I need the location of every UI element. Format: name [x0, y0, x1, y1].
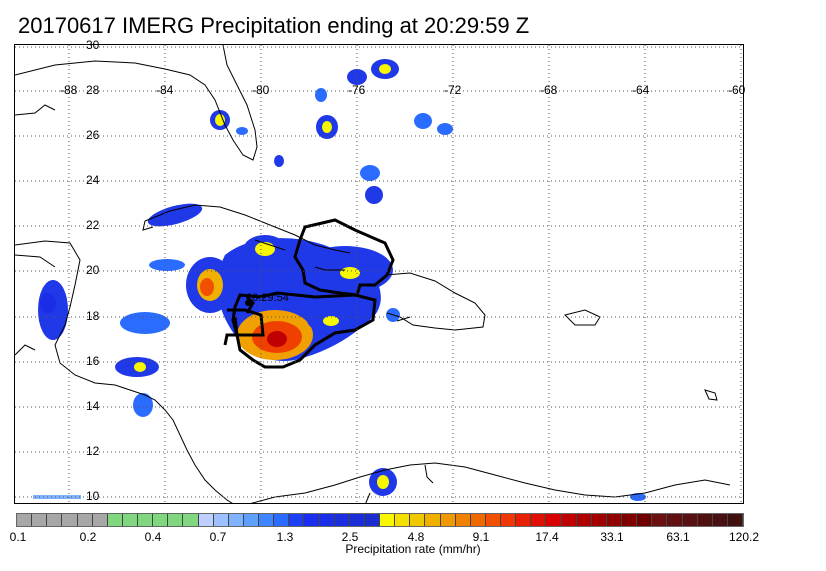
colorbar-swatch — [440, 514, 456, 526]
colorbar-swatch — [561, 514, 577, 526]
lat-label-24: 24 — [86, 173, 100, 187]
colorbar-tick: 9.1 — [472, 530, 490, 544]
colorbar-swatch — [380, 514, 396, 526]
colorbar-swatch — [455, 514, 471, 526]
lon-label-64: -64 — [632, 83, 650, 97]
colorbar-swatch — [183, 514, 199, 526]
colorbar-tick: 17.4 — [535, 530, 559, 544]
colorbar-swatch — [153, 514, 169, 526]
colorbar-swatch — [667, 514, 683, 526]
lon-label-68: -68 — [540, 83, 558, 97]
colorbar-swatch — [697, 514, 713, 526]
colorbar-tick: 0.2 — [79, 530, 97, 544]
lat-label-20: 20 — [86, 263, 100, 277]
lat-label-18: 18 — [86, 309, 100, 323]
colorbar-swatch — [622, 514, 638, 526]
colorbar-swatch — [168, 514, 184, 526]
lon-label-88: -88 — [60, 83, 78, 97]
colorbar-swatch — [727, 514, 743, 526]
colorbar-tick: 2.5 — [341, 530, 359, 544]
colorbar-swatch — [576, 514, 592, 526]
colorbar-swatch — [107, 514, 123, 526]
colorbar-swatch — [470, 514, 486, 526]
lat-label-16: 16 — [86, 354, 100, 368]
colorbar-swatch — [92, 514, 108, 526]
lat-label-22: 22 — [86, 218, 100, 232]
colorbar-swatch — [637, 514, 653, 526]
graticule — [15, 45, 743, 503]
colorbar-swatch — [712, 514, 728, 526]
colorbar-swatch — [546, 514, 562, 526]
colorbar-swatch — [274, 514, 290, 526]
colorbar-swatch — [591, 514, 607, 526]
precipitation-field — [33, 59, 646, 501]
colorbar-swatch — [228, 514, 244, 526]
precipitation-colorbar — [16, 513, 744, 527]
lon-label-72: -72 — [444, 83, 462, 97]
colorbar-swatch — [410, 514, 426, 526]
colorbar-swatch — [213, 514, 229, 526]
colorbar-tick: 0.7 — [209, 530, 227, 544]
chart-title: 20170617 IMERG Precipitation ending at 2… — [18, 13, 530, 38]
colorbar-swatch — [682, 514, 698, 526]
colorbar-swatch — [531, 514, 547, 526]
colorbar-swatch — [62, 514, 78, 526]
colorbar-swatch — [289, 514, 305, 526]
lat-label-26: 26 — [86, 128, 100, 142]
colorbar-tick: 33.1 — [600, 530, 624, 544]
precipitation-map — [14, 44, 744, 504]
lat-label-28: 28 — [86, 83, 100, 97]
lat-label-14: 14 — [86, 399, 100, 413]
colorbar-swatch — [138, 514, 154, 526]
colorbar-tick: 1.3 — [276, 530, 294, 544]
track-marker-icon — [245, 300, 251, 306]
colorbar-swatch — [364, 514, 380, 526]
colorbar-tick: 120.2 — [728, 530, 760, 544]
lat-label-10: 10 — [86, 489, 100, 503]
colorbar-tick: 0.1 — [9, 530, 27, 544]
colorbar-swatch — [652, 514, 668, 526]
map-canvas — [15, 45, 731, 503]
colorbar-swatch — [17, 514, 33, 526]
lat-label-12: 12 — [86, 444, 100, 458]
colorbar-swatch — [395, 514, 411, 526]
colorbar-tick: 63.1 — [666, 530, 690, 544]
colorbar-swatch — [198, 514, 214, 526]
colorbar-swatch — [243, 514, 259, 526]
colorbar-swatch — [32, 514, 48, 526]
colorbar-swatch — [501, 514, 517, 526]
colorbar-swatch — [319, 514, 335, 526]
storm-boundary-contours — [223, 218, 395, 369]
coastlines — [15, 45, 731, 503]
lat-label-30: 30 — [86, 38, 100, 52]
colorbar-tick: 0.4 — [144, 530, 162, 544]
lon-label-80: -80 — [252, 83, 270, 97]
colorbar-swatch — [304, 514, 320, 526]
colorbar-swatch — [606, 514, 622, 526]
colorbar-title: Precipitation rate (mm/hr) — [345, 542, 481, 556]
lon-label-84: -84 — [156, 83, 174, 97]
colorbar-swatch — [485, 514, 501, 526]
track-time-label: 20:29:54 — [246, 292, 289, 304]
colorbar-swatch — [516, 514, 532, 526]
colorbar-tick: 4.8 — [407, 530, 425, 544]
colorbar-swatch — [259, 514, 275, 526]
colorbar-swatch — [47, 514, 63, 526]
colorbar-swatch — [349, 514, 365, 526]
colorbar-swatch — [77, 514, 93, 526]
lon-label-60: -60 — [728, 83, 746, 97]
colorbar-swatch — [425, 514, 441, 526]
colorbar-swatch — [334, 514, 350, 526]
lon-label-76: -76 — [348, 83, 366, 97]
colorbar-swatch — [122, 514, 138, 526]
